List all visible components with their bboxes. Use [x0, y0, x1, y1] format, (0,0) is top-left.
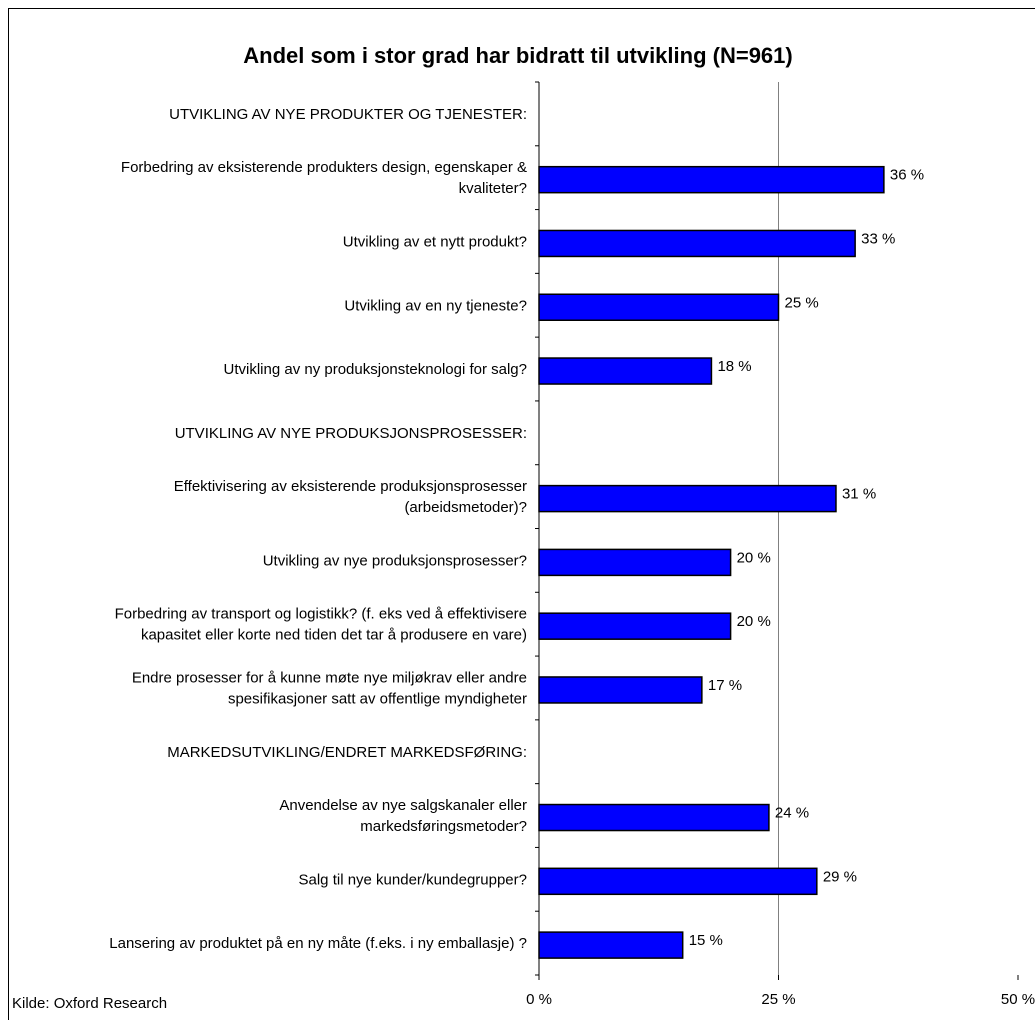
value-label: 17 % — [708, 677, 742, 694]
section-heading: UTVIKLING AV NYE PRODUKSJONSPROSESSER: — [175, 425, 527, 442]
bar — [538, 484, 837, 513]
category-label: markedsføringsmetoder? — [360, 818, 527, 835]
category-label: spesifikasjoner satt av offentlige myndi… — [228, 690, 527, 707]
value-label: 18 % — [717, 358, 751, 375]
bar — [538, 676, 703, 704]
category-label: Effektivisering av eksisterende produksj… — [174, 478, 527, 495]
bar — [538, 867, 818, 896]
value-label: 15 % — [689, 932, 723, 949]
value-label: 33 % — [861, 230, 895, 247]
bar — [538, 357, 713, 385]
x-tick-label: 25 % — [761, 991, 795, 1008]
bar — [538, 229, 856, 258]
category-label: kvaliteter? — [459, 180, 527, 197]
category-label: Forbedring av transport og logistikk? (f… — [115, 606, 527, 623]
category-label: Lansering av produktet på en ny måte (f.… — [109, 935, 527, 952]
chart-frame — [8, 8, 1035, 1020]
section-heading: UTVIKLING AV NYE PRODUKTER OG TJENESTER: — [169, 106, 527, 123]
value-label: 36 % — [890, 167, 924, 184]
category-label: Utvikling av et nytt produkt? — [343, 233, 527, 250]
value-label: 20 % — [737, 549, 771, 566]
chart-title: Andel som i stor grad har bidratt til ut… — [243, 43, 793, 68]
category-label: kapasitet eller korte ned tiden det tar … — [141, 627, 527, 644]
bar — [538, 612, 732, 640]
x-tick-label: 50 % — [1001, 991, 1035, 1008]
value-label: 31 % — [842, 486, 876, 503]
category-label: Endre prosesser for å kunne møte nye mil… — [132, 669, 527, 686]
category-label: Forbedring av eksisterende produkters de… — [121, 159, 527, 176]
value-label: 20 % — [737, 613, 771, 630]
category-label: Utvikling av nye produksjonsprosesser? — [263, 552, 527, 569]
category-label: Utvikling av ny produksjonsteknologi for… — [224, 361, 528, 378]
category-label: Utvikling av en ny tjeneste? — [344, 297, 527, 314]
bar — [538, 931, 684, 959]
category-label: Anvendelse av nye salgskanaler eller — [279, 797, 527, 814]
bar — [538, 548, 732, 577]
value-label: 29 % — [823, 868, 857, 885]
bar — [538, 165, 885, 194]
value-label: 25 % — [785, 294, 819, 311]
x-tick-label: 0 % — [526, 991, 552, 1008]
bar — [538, 803, 770, 832]
category-label: (arbeidsmetoder)? — [404, 499, 527, 516]
section-heading: MARKEDSUTVIKLING/ENDRET MARKEDSFØRING: — [167, 744, 527, 761]
value-label: 24 % — [775, 805, 809, 822]
category-label: Salg til nye kunder/kundegrupper? — [299, 871, 528, 888]
source-note: Kilde: Oxford Research — [12, 995, 168, 1012]
bar — [538, 293, 780, 321]
